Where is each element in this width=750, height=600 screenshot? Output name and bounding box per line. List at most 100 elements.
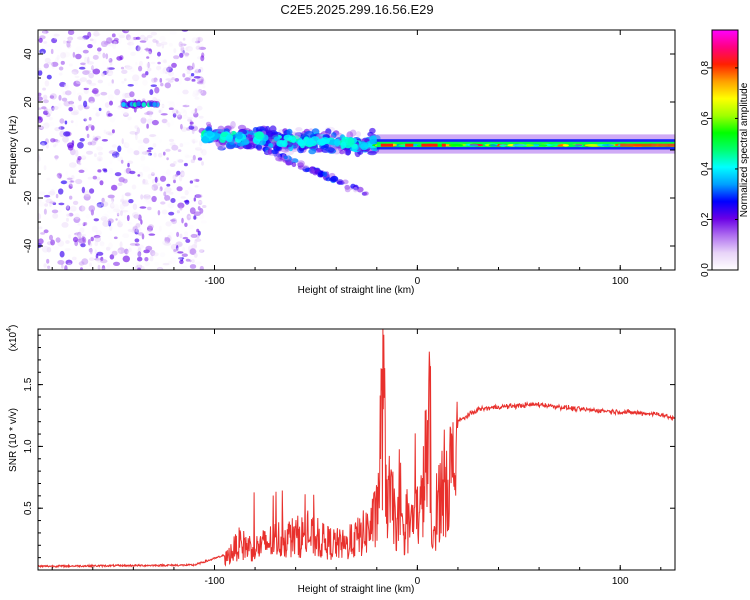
spectrogram-noise-mark [183,162,188,167]
spectrogram-noise-mark [117,247,126,254]
spectrogram-noise-mark [183,231,189,237]
spectrogram-noise-mark [198,246,204,253]
spectrogram-noise-mark [54,141,58,146]
spectrogram-noise-mark [176,90,180,96]
spectrogram-noise-mark [57,102,62,109]
spectrogram-noise-mark [150,31,157,36]
spectrogram-noise-mark [52,213,59,219]
spectrogram-noise-mark [162,164,167,168]
spectrogram-noise-mark [113,236,118,240]
spectrogram-noise-mark [87,124,93,128]
spectrogram-lower-branch-mark [271,149,279,155]
spectrogram-noise-mark [146,51,153,58]
spectrogram-noise-mark [124,192,131,197]
spectrogram-noise-mark [92,68,101,75]
spectrogram-noise-mark [194,96,200,100]
spectrogram-noise-mark [109,159,113,165]
spectrogram-noise-mark [100,40,108,47]
spectrogram-noise-mark [165,140,173,144]
spectrogram-noise-mark [68,234,71,239]
spectrogram-noise-mark [50,89,57,93]
spectrogram-noise-mark [179,52,184,58]
spectrogram-noise-mark [63,40,66,44]
spectrogram-noise-mark [85,125,89,131]
spectrogram-noise-mark [103,169,108,173]
spectrogram-scatter-band-mark [220,131,229,138]
spectrogram-band-segment-mark [121,102,126,107]
spectrogram-noise-mark [177,114,183,120]
spectrogram-noise-mark [72,89,77,96]
spectrogram-noise-mark [38,92,42,97]
spectrogram-noise-mark [123,141,127,146]
spectrogram-noise-mark [55,222,60,228]
spectrogram-noise-mark [119,218,126,225]
spectrogram-lower-branch-mark [291,162,297,168]
spectrogram-noise-mark [58,72,63,76]
spectrogram-noise-mark [137,214,142,221]
spectrogram-noise-mark [155,40,159,44]
spectrogram-noise-mark [101,60,107,67]
spectrogram-noise-mark [65,240,70,244]
spectrogram-noise-mark [184,153,190,159]
spectrogram-noise-mark [154,182,161,187]
spectrogram-noise-mark [83,118,87,122]
spectrogram-noise-mark [172,112,177,118]
spectrogram-noise-mark [93,30,100,37]
spectrogram-noise-mark [158,108,164,115]
spectrogram-noise-mark [108,132,113,136]
spectrogram-panel: -40 -20 0 20 40 -100 0 100 Height of straight … [8,29,676,296]
spectrogram-noise-mark [56,172,63,179]
spectrogram-noise-mark [83,87,89,91]
spectrogram-noise-mark [91,225,98,233]
spectrogram-noise-mark [53,139,59,142]
spectrogram-noise-mark [185,46,193,52]
spectrogram-noise-mark [43,81,48,84]
spectrogram-noise-mark [195,147,202,151]
spectrogram-scatter-band-mark [308,148,317,155]
spectrogram-scatter-band-mark [325,147,335,152]
spectrogram-noise-mark [176,186,183,192]
spectrogram-noise-mark [45,143,49,149]
spectrogram-noise-mark [191,244,198,250]
snr-x-tick-label: 100 [612,576,629,587]
spectrogram-x-tick-label: 100 [612,276,629,287]
spectrogram-noise-mark [43,42,46,47]
spectrogram-noise-mark [59,118,65,124]
spectrogram-noise-mark [89,86,93,91]
spectrogram-noise-mark [123,112,129,116]
spectrogram-scatter-band-mark [255,144,263,150]
spectrogram-noise-mark [189,75,192,79]
spectrogram-noise-mark [200,55,205,62]
spectrogram-noise-mark [69,63,73,67]
spectrogram-noise-mark [102,220,110,227]
spectrogram-noise-mark [88,165,95,172]
spectrogram-noise-mark [140,117,147,124]
spectrogram-noise-mark [185,155,193,158]
spectrogram-noise-mark [185,99,189,107]
spectrogram-noise-mark [162,240,168,245]
spectrogram-noise-mark [108,242,113,249]
snr-panel: 0.5 1.0 1.5 -100 0 100 Height of straight li… [6,325,676,595]
spectrogram-noise-mark [50,48,54,55]
spectrogram-noise-mark [43,63,49,69]
spectrogram-noise-mark [106,66,110,74]
spectrogram-noise-mark [194,48,200,52]
spectrogram-noise-mark [172,174,177,181]
spectrogram-noise-mark [128,222,133,225]
spectrogram-noise-mark [89,82,97,86]
spectrogram-noise-mark [48,211,52,215]
spectrogram-noise-mark [137,232,144,236]
spectrogram-noise-mark [196,81,204,85]
spectrogram-noise-mark [168,138,175,142]
spectrogram-noise-mark [38,226,43,230]
spectrogram-noise-mark [154,176,158,183]
spectrogram-noise-mark [171,134,175,140]
spectrogram-noise-mark [180,196,186,199]
spectrogram-noise-mark [72,206,80,213]
spectrogram-noise-mark [160,201,166,205]
spectrogram-noise-mark [92,54,99,60]
spectrogram-noise-mark [164,195,171,201]
spectrogram-noise-mark [120,198,125,203]
spectrogram-noise-mark [122,233,130,239]
spectrogram-noise-mark [188,192,196,197]
